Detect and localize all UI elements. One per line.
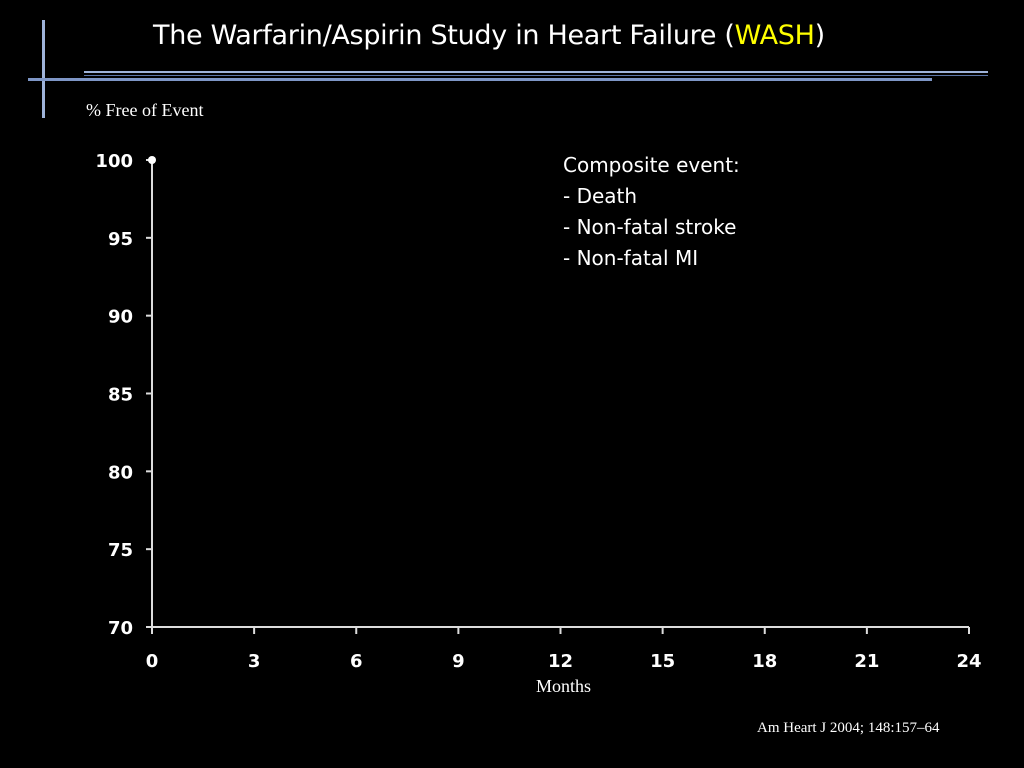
note-item-stroke: - Non-fatal stroke xyxy=(563,215,737,239)
x-tick-label: 3 xyxy=(248,651,261,672)
title-accent: WASH xyxy=(734,20,815,51)
slide-title: The Warfarin/Aspirin Study in Heart Fail… xyxy=(153,20,825,51)
decor-horizontal-line-mid xyxy=(84,75,988,76)
x-tick-label: 12 xyxy=(548,651,573,672)
note-item-death: - Death xyxy=(563,184,638,208)
decor-horizontal-line-top xyxy=(84,71,988,73)
y-tick-label: 90 xyxy=(108,307,133,328)
composite-event-note: Composite event: - Death - Non-fatal str… xyxy=(563,150,740,274)
title-end: ) xyxy=(814,20,826,51)
y-tick-label: 80 xyxy=(108,462,133,483)
x-tick-label: 0 xyxy=(146,651,159,672)
x-tick-label: 21 xyxy=(854,651,879,672)
decor-horizontal-line-bottom xyxy=(28,78,932,81)
y-tick-label: 100 xyxy=(95,151,133,172)
x-tick-label: 15 xyxy=(650,651,675,672)
note-item-mi: - Non-fatal MI xyxy=(563,246,699,270)
citation: Am Heart J 2004; 148:157–64 xyxy=(757,720,940,736)
title-main: The Warfarin/Aspirin Study in Heart Fail… xyxy=(153,20,735,51)
y-tick-label: 70 xyxy=(108,618,133,639)
y-axis-label: % Free of Event xyxy=(86,100,204,120)
y-tick-label: 85 xyxy=(108,385,133,406)
start-point-marker xyxy=(148,156,156,164)
decor-vertical-line xyxy=(42,20,45,118)
x-tick-label: 24 xyxy=(956,651,981,672)
note-title: Composite event: xyxy=(563,153,740,177)
x-tick-label: 6 xyxy=(350,651,363,672)
x-axis-label: Months xyxy=(536,676,592,696)
y-tick-label: 75 xyxy=(108,540,133,561)
x-tick-label: 9 xyxy=(452,651,465,672)
x-tick-label: 18 xyxy=(752,651,777,672)
y-tick-label: 95 xyxy=(108,229,133,250)
